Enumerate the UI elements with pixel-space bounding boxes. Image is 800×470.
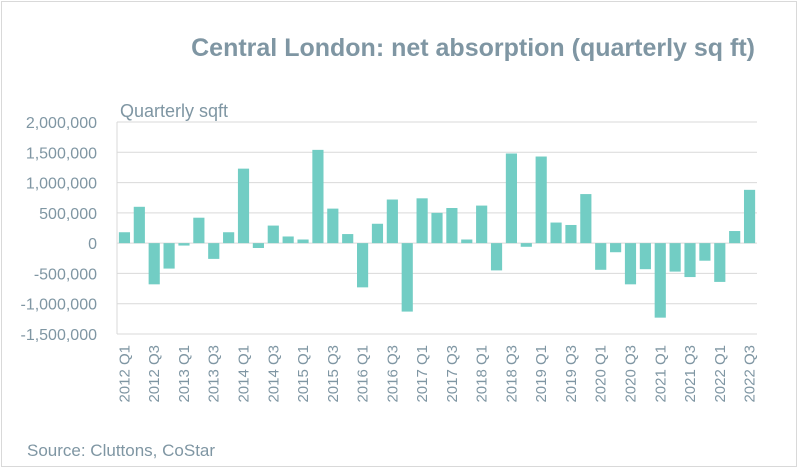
x-tick-label: 2018 Q3 xyxy=(503,345,520,403)
bar-2016-q4 xyxy=(401,243,413,312)
bar-2016-q2 xyxy=(371,223,384,244)
bar-2020-q3 xyxy=(624,243,637,285)
bar-2015-q1 xyxy=(297,239,309,244)
y-tick-label: -500,000 xyxy=(34,266,97,283)
y-tick-label: 2,000,000 xyxy=(26,115,97,132)
bar-2013-q4 xyxy=(223,232,235,244)
x-tick-label: 2020 Q1 xyxy=(593,345,610,403)
bar-2017-q1 xyxy=(416,198,428,244)
bar-2014-q3 xyxy=(267,225,279,244)
bar-2013-q2 xyxy=(193,217,205,244)
x-tick-label: 2022 Q1 xyxy=(712,345,729,403)
y-tick-label: 500,000 xyxy=(39,206,97,223)
bar-2012-q3 xyxy=(148,243,160,285)
bar-2018-q2 xyxy=(490,243,503,271)
bar-2022-q3 xyxy=(743,189,756,244)
x-tick-label: 2022 Q3 xyxy=(742,345,759,403)
bar-2013-q3 xyxy=(208,243,220,259)
x-tick-label: 2015 Q3 xyxy=(325,345,342,403)
x-tick-label: 2018 Q1 xyxy=(474,345,491,403)
bar-2013-q1 xyxy=(178,243,190,246)
bar-2017-q2 xyxy=(431,212,443,244)
source-note: Source: Cluttons, CoStar xyxy=(27,441,215,460)
bar-2012-q4 xyxy=(163,243,175,269)
bar-2021-q3 xyxy=(684,243,696,278)
bar-2014-q4 xyxy=(282,236,294,244)
bar-2019-q2 xyxy=(550,222,562,244)
x-tick-label: 2017 Q3 xyxy=(444,345,461,403)
x-tick-label: 2019 Q1 xyxy=(533,345,550,403)
bar-2018-q4 xyxy=(520,243,532,247)
chart-title: Central London: net absorption (quarterl… xyxy=(191,34,755,62)
bar-2019-q3 xyxy=(565,224,577,244)
y-tick-label: -1,500,000 xyxy=(20,327,97,344)
x-tick-label: 2017 Q1 xyxy=(414,345,431,403)
y-tick-label: -1,000,000 xyxy=(20,297,97,314)
x-tick-label: 2013 Q1 xyxy=(176,345,193,403)
x-tick-label: 2016 Q1 xyxy=(355,345,372,403)
bar-2022-q2 xyxy=(729,231,741,244)
bar-2022-q1 xyxy=(714,243,726,282)
bar-2016-q1 xyxy=(357,243,369,288)
x-tick-label: 2014 Q1 xyxy=(236,345,253,403)
bar-2016-q3 xyxy=(386,199,398,244)
bar-2018-q3 xyxy=(505,153,517,244)
bar-2015-q2 xyxy=(312,149,324,244)
x-tick-label: 2012 Q1 xyxy=(116,345,133,403)
y-unit-label: Quarterly sqft xyxy=(120,101,228,121)
bar-2017-q3 xyxy=(446,208,458,244)
y-tick-label: 0 xyxy=(88,236,97,253)
bar-2014-q1 xyxy=(237,168,250,244)
y-tick-label: 1,500,000 xyxy=(26,145,97,162)
bar-2020-q2 xyxy=(610,243,622,253)
bar-2018-q1 xyxy=(476,205,488,244)
bar-2020-q4 xyxy=(639,243,651,270)
x-tick-label: 2013 Q3 xyxy=(206,345,223,403)
bar-2015-q4 xyxy=(342,234,354,244)
x-tick-label: 2016 Q3 xyxy=(384,345,401,403)
x-tick-label: 2015 Q1 xyxy=(295,345,312,403)
bar-2014-q2 xyxy=(252,243,264,248)
x-tick-label: 2021 Q1 xyxy=(652,345,669,403)
bar-2017-q4 xyxy=(461,239,473,244)
bar-2021-q1 xyxy=(654,243,666,318)
x-tick-label: 2019 Q3 xyxy=(563,345,580,403)
bar-2015-q3 xyxy=(327,208,339,244)
bar-2012-q2 xyxy=(133,206,145,244)
x-tick-label: 2012 Q3 xyxy=(146,345,163,403)
x-tick-label: 2020 Q3 xyxy=(622,345,639,403)
bar-2021-q4 xyxy=(699,243,711,261)
y-tick-label: 1,000,000 xyxy=(26,176,97,193)
bar-2019-q4 xyxy=(580,194,592,244)
bar-2012-q1 xyxy=(118,232,131,244)
bar-2020-q1 xyxy=(595,243,607,270)
x-tick-label: 2014 Q3 xyxy=(265,345,282,403)
bar-2019-q1 xyxy=(535,156,547,244)
bar-2021-q2 xyxy=(669,243,681,272)
x-tick-label: 2021 Q3 xyxy=(682,345,699,403)
